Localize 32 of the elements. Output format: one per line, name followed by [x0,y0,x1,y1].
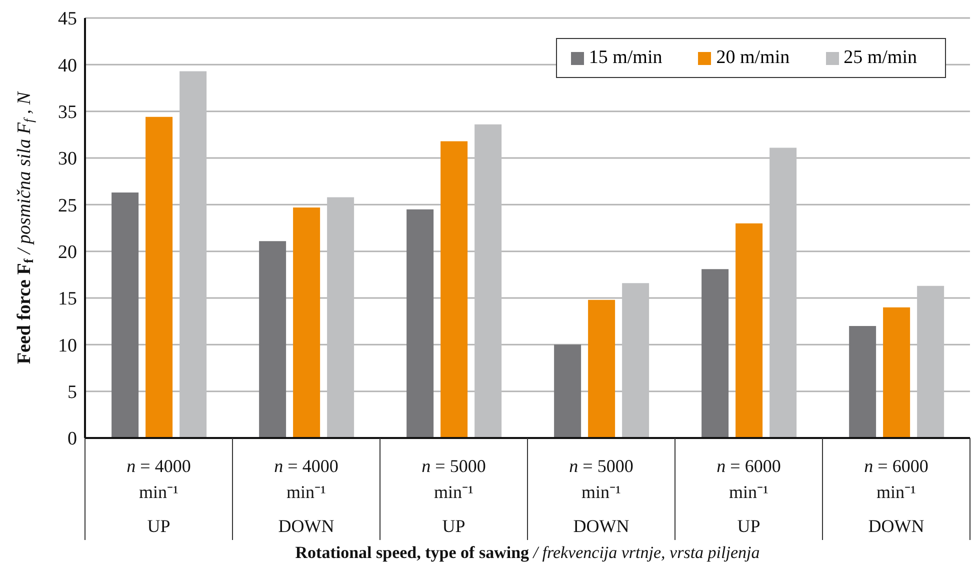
bar [146,116,173,438]
bar [702,269,729,438]
bar [112,192,139,438]
y-tick-label: 20 [58,242,77,264]
x-tick-label: n = 5000 min⁻¹ UP [422,456,486,536]
bar [293,207,320,438]
y-tick-label: 25 [58,195,77,216]
bar [259,241,286,438]
y-tick-label: 35 [58,102,77,124]
bar [554,344,582,438]
x-tick-label: n = 6000 min⁻¹ UP [716,456,781,536]
y-tick-label: 10 [58,335,77,356]
y-tick-label: 40 [58,55,77,76]
bar [588,300,616,438]
y-tick-label: 45 [58,8,77,30]
legend-label: 15 m/min [588,47,662,69]
x-tick-label: n = 4000 min⁻¹ UP [126,456,191,536]
y-tick-label: 15 [58,288,77,310]
y-tick-label: 30 [58,148,77,170]
bar [883,307,910,438]
bar [849,326,876,438]
bar [736,223,763,438]
legend-label: 25 m/min [844,47,917,69]
legend-label: 20 m/min [716,47,790,69]
x-tick-label: n = 6000 min⁻¹ DOWN [864,456,928,536]
bar [406,209,434,438]
bar [440,141,468,438]
x-tick-label: n = 4000 min⁻¹ DOWN [274,456,338,536]
x-axis-title: Rotational speed, type of sawing / frekvencija vrtnje, vrsta piljenja [295,543,760,562]
y-tick-label: 5 [68,382,77,404]
x-tick-label: n = 5000 min⁻¹ DOWN [569,456,634,536]
y-tick-label: 0 [68,428,77,450]
